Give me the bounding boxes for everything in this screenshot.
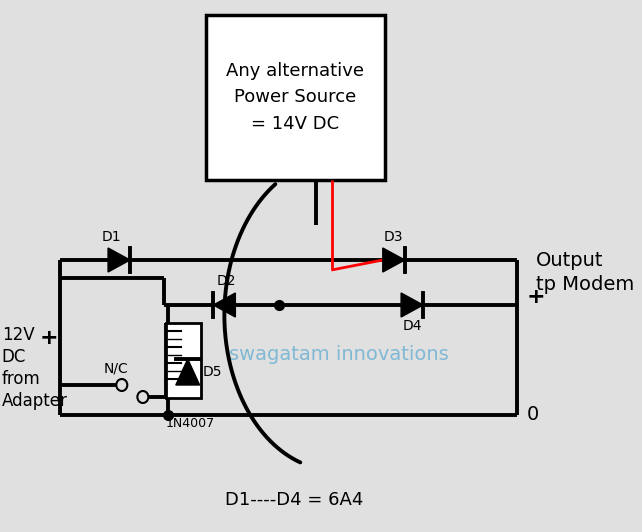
Text: D4: D4 [403, 319, 422, 333]
Polygon shape [401, 293, 423, 317]
Text: D5: D5 [202, 365, 222, 379]
Text: +: + [39, 328, 58, 348]
Text: D1----D4 = 6A4: D1----D4 = 6A4 [225, 491, 363, 509]
Text: 12V: 12V [2, 326, 35, 344]
Polygon shape [383, 248, 404, 272]
Text: D2: D2 [216, 274, 236, 288]
Text: Any alternative
Power Source
= 14V DC: Any alternative Power Source = 14V DC [227, 62, 365, 133]
Text: D1: D1 [102, 230, 121, 244]
Text: D3: D3 [384, 230, 404, 244]
Text: 1N4007: 1N4007 [166, 417, 215, 430]
Text: +: + [526, 287, 545, 307]
Bar [206, 15, 385, 180]
Text: from: from [2, 370, 40, 388]
Polygon shape [176, 359, 200, 385]
Bar [166, 323, 200, 398]
Text: Output: Output [535, 251, 603, 270]
Text: 0: 0 [526, 405, 539, 425]
Text: N/C: N/C [103, 361, 128, 375]
Polygon shape [108, 248, 130, 272]
Polygon shape [213, 293, 236, 317]
Text: tp Modem: tp Modem [535, 276, 634, 295]
Text: Adapter: Adapter [2, 392, 67, 410]
Text: swagatam innovations: swagatam innovations [229, 345, 449, 364]
Text: DC: DC [2, 348, 26, 366]
